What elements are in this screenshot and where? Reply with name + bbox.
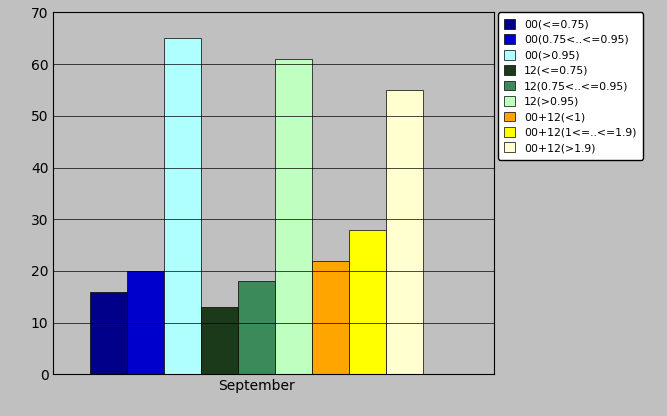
Bar <box>275 59 312 374</box>
Bar <box>201 307 238 374</box>
Bar <box>312 261 349 374</box>
Legend: 00(<=0.75), 00(0.75<..<=0.95), 00(>0.95), 12(<=0.75), 12(0.75<..<=0.95), 12(>0.9: 00(<=0.75), 00(0.75<..<=0.95), 00(>0.95)… <box>498 12 643 159</box>
Bar <box>386 90 423 374</box>
Bar <box>349 230 386 374</box>
Bar <box>127 271 164 374</box>
Bar <box>90 292 127 374</box>
Bar <box>164 38 201 374</box>
Bar <box>238 281 275 374</box>
